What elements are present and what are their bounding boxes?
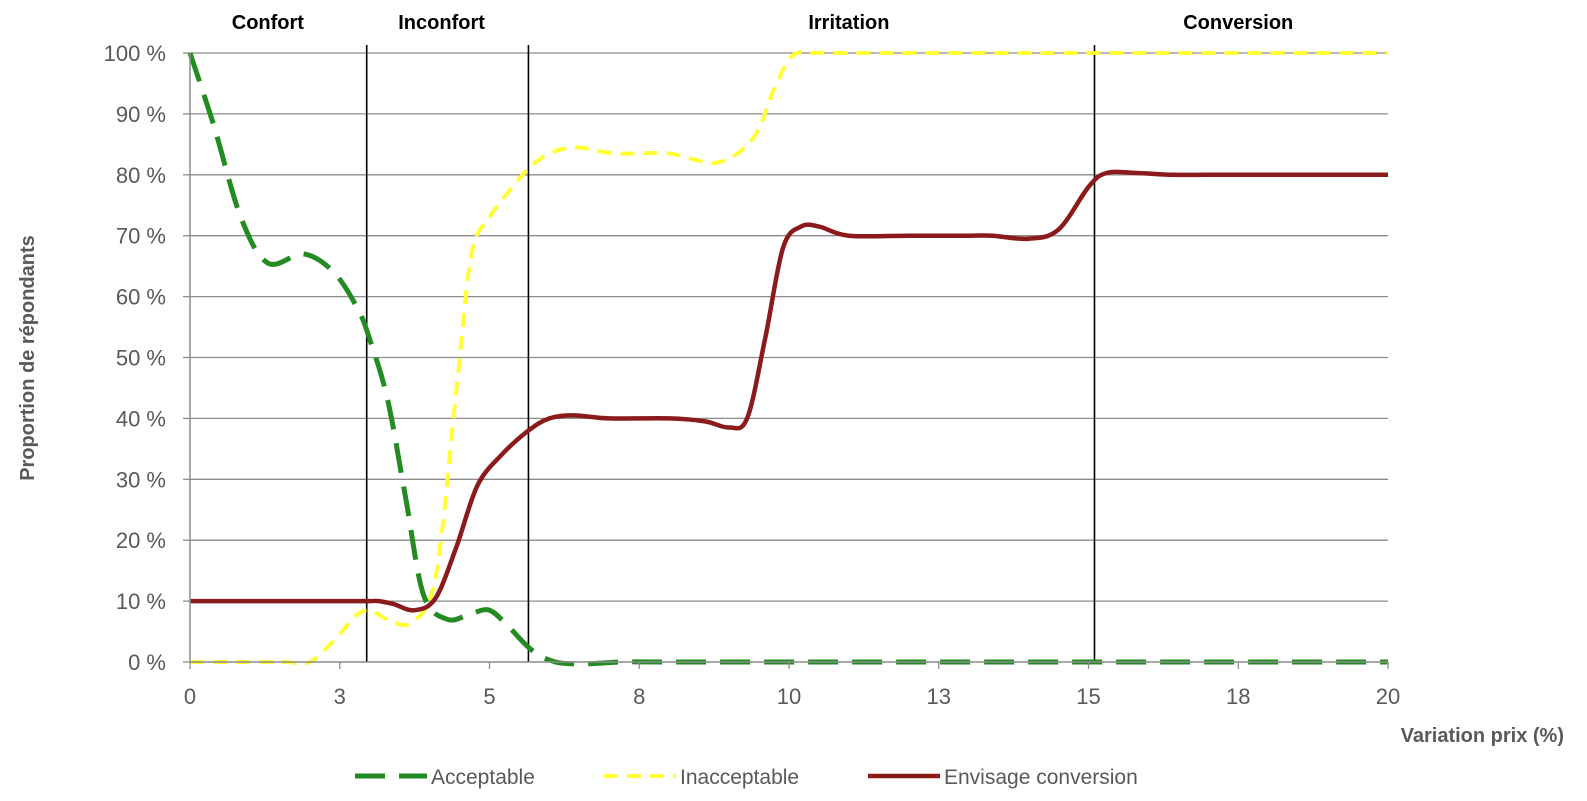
y-tick-label: 100 % [104,41,166,66]
x-tick-label: 20 [1376,684,1400,709]
y-tick-label: 40 % [116,406,166,431]
x-axis-title: Variation prix (%) [1401,725,1564,747]
series-line-inacceptable [190,50,1388,666]
legend-label: Acceptable [431,766,535,789]
x-tick-label: 8 [633,684,645,709]
y-tick-label: 0 % [128,650,166,675]
y-tick-label: 10 % [116,589,166,614]
gridlines [190,52,1388,602]
zone-label: Inconfort [398,12,485,34]
legend: Acceptable Inacceptable Envisage conversio… [355,766,1138,789]
y-axis-title: Proportion de répondants [17,235,39,481]
x-tick-label: 3 [334,684,346,709]
x-axis: 0 3 5 8 10 13 15 18 20 [184,661,1400,709]
x-tick-label: 10 [777,684,801,709]
y-tick-label: 80 % [116,163,166,188]
zone-label: Irritation [808,12,889,34]
y-tick-label: 70 % [116,224,166,249]
x-tick-label: 18 [1226,684,1250,709]
series-line-acceptable [187,52,1388,667]
zone-dividers [365,45,1096,662]
x-tick-label: 15 [1076,684,1100,709]
y-tick-label: 50 % [116,346,166,371]
x-tick-label: 5 [483,684,495,709]
legend-label: Envisage conversion [944,766,1138,789]
x-tick-label: 0 [184,684,196,709]
y-tick-label: 60 % [116,285,166,310]
y-tick-label: 90 % [116,102,166,127]
legend-label: Inacceptable [680,766,799,789]
y-axis: 0 % 10 % 20 % 30 % 40 % 50 % 60 % 70 % 80 % 90 % 1… [104,41,191,675]
zone-labels: Confort Inconfort Irritation Conversion [232,12,1293,34]
zone-label: Confort [232,12,305,34]
y-tick-label: 30 % [116,467,166,492]
x-tick-label: 13 [927,684,951,709]
y-tick-label: 20 % [116,528,166,553]
zone-label: Conversion [1183,12,1293,34]
series-line-envisage-conversion [190,169,1388,613]
